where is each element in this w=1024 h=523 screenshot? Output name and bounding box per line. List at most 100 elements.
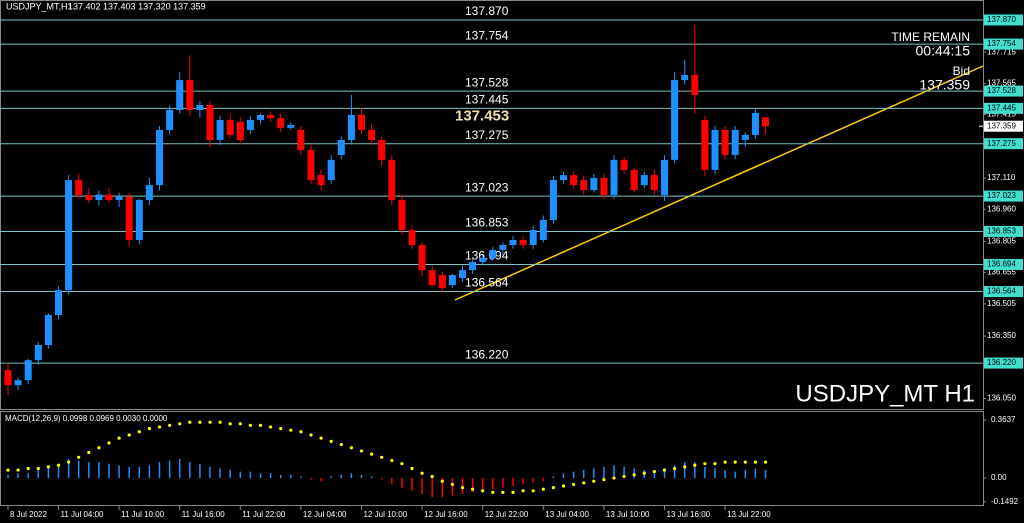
- level-axis-label: 136.853: [987, 227, 1016, 236]
- candle-body: [681, 75, 689, 81]
- macd-signal-dot: [592, 479, 596, 483]
- macd-signal-dot: [632, 473, 636, 477]
- x-tick-label: 13 Jul 16:00: [667, 510, 711, 519]
- candle-body: [246, 119, 254, 130]
- level-label: 136.564: [465, 276, 509, 290]
- macd-signal-dot: [359, 449, 364, 453]
- macd-signal-dot: [763, 460, 768, 464]
- candle-body: [196, 105, 204, 111]
- candle-body: [600, 178, 608, 196]
- main-panel-border: [0, 0, 984, 410]
- macd-signal-dot: [329, 439, 333, 443]
- candle-body: [307, 149, 315, 181]
- candle-body: [640, 175, 648, 186]
- macd-signal-dot: [127, 433, 131, 437]
- candle-body: [257, 114, 264, 120]
- macd-y-tick-label: 0.3637: [991, 415, 1016, 424]
- macd-signal-dot: [743, 460, 747, 464]
- macd-signal-dot: [541, 487, 545, 491]
- candle-body: [610, 159, 618, 196]
- macd-signal-dot: [652, 470, 657, 474]
- macd-signal-dot: [6, 468, 10, 472]
- level-axis-box: [984, 225, 1023, 237]
- macd-y-tick-label: 0.00: [991, 473, 1007, 482]
- x-tick-label: 12 Jul 10:00: [364, 510, 408, 519]
- macd-panel-border: [0, 411, 984, 506]
- macd-signal-dot: [137, 430, 141, 434]
- candle-body: [580, 180, 588, 191]
- macd-signal-dot: [501, 490, 505, 494]
- candle-body: [428, 270, 436, 286]
- level-axis-label: 137.275: [987, 139, 1016, 148]
- macd-signal-dot: [390, 458, 394, 463]
- candle-body: [489, 249, 497, 259]
- x-tick-label: 12 Jul 16:00: [424, 510, 468, 519]
- macd-signal-dot: [673, 466, 677, 471]
- level-axis-box: [984, 138, 1023, 150]
- level-label: 137.870: [465, 4, 509, 18]
- macd-signal-dot: [36, 466, 40, 471]
- x-tick-label: 8 Jul 2022: [10, 510, 47, 519]
- y-tick-label: 136.805: [987, 237, 1016, 246]
- candle-body: [34, 344, 42, 361]
- x-tick-label: 11 Jul 16:00: [182, 510, 226, 519]
- candle-body: [388, 159, 396, 201]
- candle-body: [590, 178, 598, 191]
- candle-body: [418, 244, 426, 271]
- candle-body: [398, 200, 406, 230]
- macd-signal-dot: [67, 460, 71, 464]
- macd-signal-dot: [572, 482, 576, 487]
- level-axis-box: [984, 102, 1023, 114]
- macd-signal-dot: [218, 420, 222, 424]
- candle-body: [721, 129, 729, 155]
- macd-signal-dot: [147, 426, 151, 431]
- candle-body: [731, 129, 739, 155]
- candle-body: [378, 139, 386, 160]
- macd-signal-dot: [208, 420, 212, 424]
- level-axis-box: [984, 357, 1023, 369]
- x-tick-label: 12 Jul 22:00: [485, 510, 529, 519]
- candle-body: [226, 119, 234, 135]
- candle-body: [438, 275, 446, 289]
- macd-signal-dot: [602, 478, 606, 482]
- candle-body: [347, 114, 355, 140]
- macd-signal-dot: [56, 463, 61, 467]
- level-axis-box: [984, 190, 1023, 202]
- macd-signal-dot: [703, 462, 707, 466]
- y-tick-label: 137.110: [987, 173, 1016, 182]
- candle-body: [327, 159, 335, 181]
- macd-y-tick-label: -0.1492: [991, 497, 1019, 506]
- candle-body: [691, 75, 699, 96]
- y-tick-label: 136.960: [987, 204, 1016, 213]
- candle-body: [408, 229, 416, 245]
- macd-signal-dot: [430, 474, 434, 479]
- level-axis-box: [984, 286, 1023, 298]
- level-axis-label: 136.220: [987, 358, 1016, 367]
- candle-body: [135, 200, 143, 240]
- macd-signal-dot: [420, 471, 424, 475]
- macd-signal-dot: [400, 462, 404, 466]
- macd-signal-dot: [460, 486, 465, 490]
- macd-signal-dot: [370, 452, 374, 456]
- candle-body: [630, 169, 638, 191]
- level-axis-box: [984, 14, 1023, 26]
- candle-body: [671, 80, 679, 160]
- y-tick-label: 136.655: [987, 268, 1016, 277]
- macd-signal-dot: [339, 442, 343, 447]
- level-label: 137.754: [465, 28, 509, 42]
- macd-signal-dot: [87, 450, 91, 455]
- x-tick-label: 13 Jul 04:00: [545, 510, 589, 519]
- macd-signal-dot: [178, 422, 182, 426]
- candle-body: [186, 80, 194, 111]
- macd-signal-dot: [440, 479, 444, 483]
- candle-body: [24, 360, 32, 381]
- trend-line: [454, 65, 984, 301]
- y-tick-label: 136.050: [987, 394, 1016, 403]
- macd-signal-dot: [309, 433, 313, 437]
- macd-signal-dot: [46, 465, 51, 469]
- x-tick-label: 11 Jul 04:00: [61, 510, 105, 519]
- y-tick-label: 136.505: [987, 299, 1016, 308]
- candle-body: [75, 180, 83, 196]
- candle-body: [105, 194, 113, 201]
